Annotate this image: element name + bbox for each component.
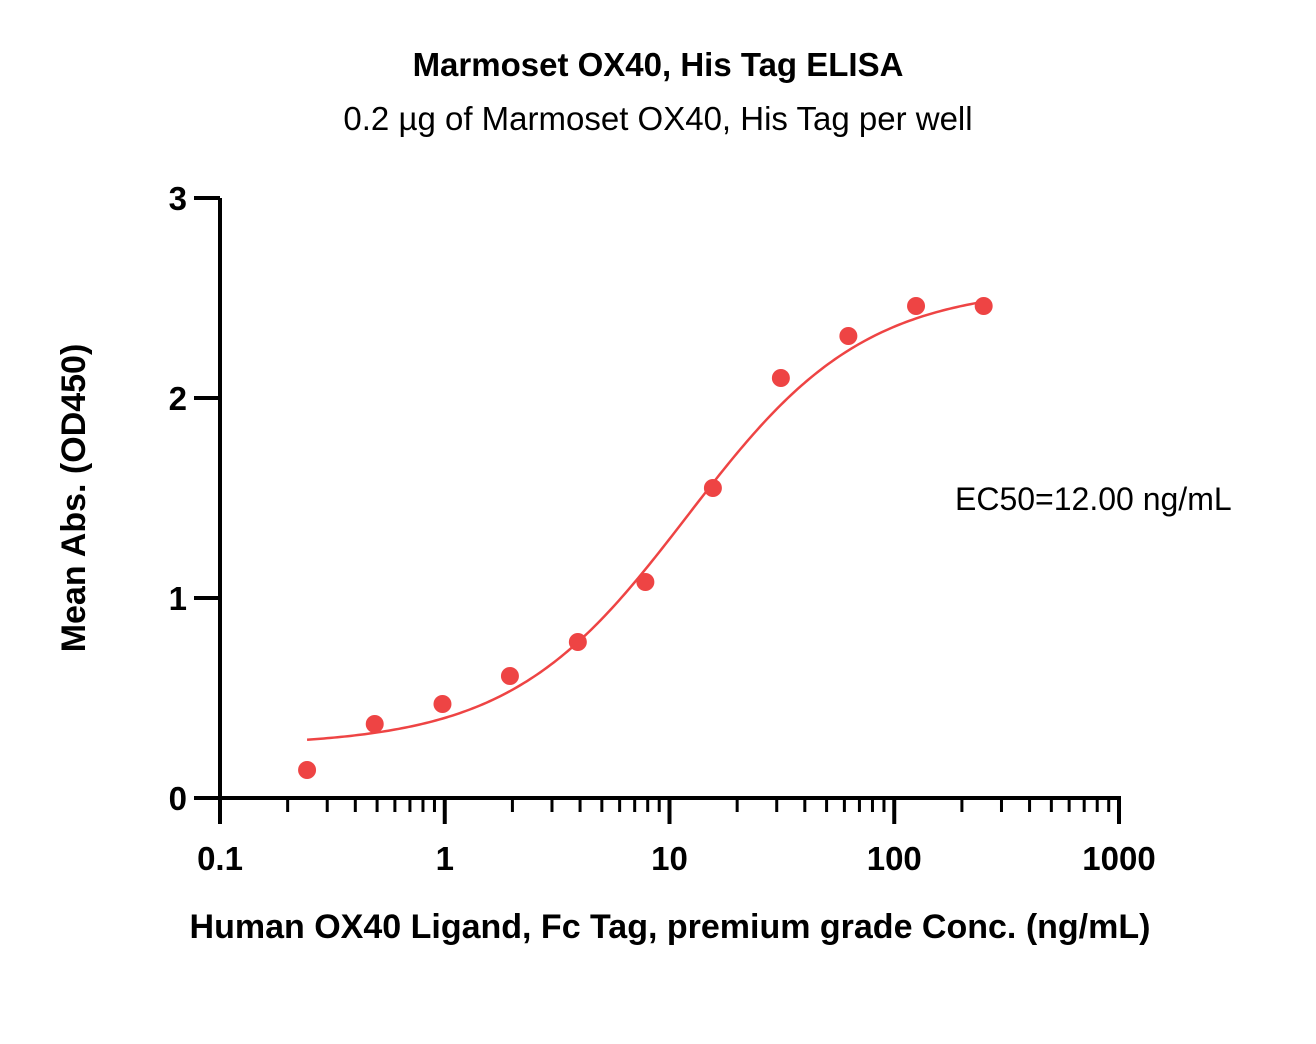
x-tick-label: 10 [651, 840, 688, 877]
data-point [365, 715, 384, 733]
chart-subtitle: 0.2 µg of Marmoset OX40, His Tag per wel… [343, 100, 973, 137]
x-tick-label: 100 [867, 840, 922, 877]
data-point [771, 369, 790, 387]
data-point [433, 695, 452, 713]
x-tick-label: 0.1 [197, 840, 243, 877]
chart-title: Marmoset OX40, His Tag ELISA [412, 46, 904, 83]
x-axis-label: Human OX40 Ligand, Fc Tag, premium grade… [190, 908, 1151, 946]
x-tick-label: 1 [436, 840, 454, 877]
y-tick-label: 0 [169, 780, 187, 817]
y-axis-label: Mean Abs. (OD450) [55, 344, 93, 653]
ec50-annotation: EC50=12.00 ng/mL [955, 481, 1232, 517]
data-point [298, 761, 317, 779]
data-point [974, 297, 993, 315]
data-point [500, 667, 519, 685]
y-tick-label: 3 [169, 180, 187, 217]
y-tick-label: 1 [169, 580, 187, 617]
data-point [839, 327, 858, 345]
data-point [568, 633, 587, 651]
x-tick-label: 1000 [1082, 840, 1155, 877]
data-point [907, 297, 926, 315]
data-point [636, 573, 655, 591]
fit-curve-layer [306, 300, 984, 741]
data-point [703, 479, 722, 497]
axes: 0 1 2 3 0.1 1 10 100 1000 [169, 180, 1156, 877]
fit-curve [306, 300, 984, 741]
y-tick-label: 2 [169, 380, 187, 417]
data-points-layer [298, 297, 993, 779]
